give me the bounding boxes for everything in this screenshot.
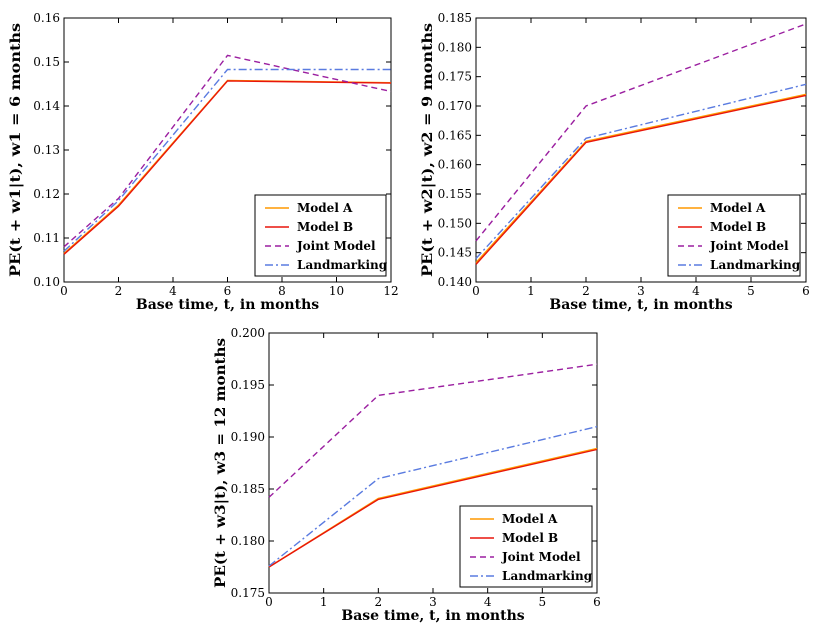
x-tick-label: 2 (115, 284, 123, 298)
legend: Model A Model B Joint Model Landmarking (667, 194, 801, 277)
y-tick-label: 0.16 (33, 11, 60, 25)
y-tick-label: 0.175 (231, 586, 265, 600)
y-tick-label: 0.200 (231, 326, 265, 340)
x-tick-label: 8 (278, 284, 286, 298)
x-tick-label: 0 (60, 284, 68, 298)
legend-label: Joint Model (709, 239, 789, 253)
chart-panel-1: 0 2 4 6 8 10 12 0.10 0.11 0.12 0.13 0.14 0.15 0.16 Bas… (8, 11, 399, 313)
x-axis-label: Base time, t, in months (341, 608, 524, 623)
y-tick-label: 0.12 (33, 187, 60, 201)
y-axis-label: PE(t + w2|t), w2 = 9 months (420, 23, 436, 277)
series-line-landmarking (475, 83, 807, 259)
legend-label: Landmarking (710, 258, 801, 272)
y-tick-label: 0.185 (438, 11, 472, 25)
y-tick-label: 0.195 (231, 378, 265, 392)
legend: Model A Model B Joint Model Landmarking (459, 505, 593, 588)
legend-label: Landmarking (297, 258, 388, 272)
series-line-model-b (475, 94, 807, 265)
x-axis-label: Base time, t, in months (136, 297, 319, 313)
legend-label: Model B (710, 220, 766, 234)
series-line-model-b (268, 448, 598, 568)
y-tick-label: 0.15 (33, 55, 60, 69)
x-tick-label: 0 (472, 284, 480, 298)
y-tick-label: 0.180 (438, 40, 472, 54)
x-tick-label: 5 (539, 595, 547, 609)
y-tick-label: 0.140 (438, 275, 472, 289)
y-tick-label: 0.180 (231, 534, 265, 548)
y-axis-label: PE(t + w3|t), w3 = 12 months (213, 338, 229, 588)
legend-label: Model A (297, 201, 353, 215)
x-tick-label: 3 (429, 595, 437, 609)
series-line-model-b (63, 80, 392, 255)
y-tick-label: 0.155 (438, 187, 472, 201)
legend-label: Joint Model (296, 239, 376, 253)
series-line-landmarking (63, 68, 391, 252)
series-line-joint-model (475, 23, 807, 242)
y-tick-label: 0.160 (438, 158, 472, 172)
x-tick-label: 3 (637, 284, 645, 298)
x-tick-label: 1 (527, 284, 535, 298)
legend-label: Joint Model (501, 550, 581, 564)
series-line-model-a (475, 93, 807, 264)
y-tick-label: 0.11 (33, 231, 60, 245)
y-tick-label: 0.145 (438, 246, 472, 260)
x-tick-label: 6 (802, 284, 810, 298)
legend: Model A Model B Joint Model Landmarking (254, 194, 388, 277)
series-line-landmarking (268, 425, 598, 567)
x-tick-label: 2 (375, 595, 383, 609)
x-tick-label: 12 (383, 284, 398, 298)
legend-label: Model A (502, 512, 558, 526)
legend-label: Model B (297, 220, 353, 234)
x-tick-label: 6 (593, 595, 601, 609)
series-line-joint-model (63, 54, 392, 248)
y-tick-label: 0.150 (438, 216, 472, 230)
x-tick-label: 5 (747, 284, 755, 298)
chart-panel-2: 0 1 2 3 4 5 6 0.140 0.145 0.150 0.155 0.160 0.165 0.1… (420, 11, 810, 313)
y-tick-label: 0.13 (33, 143, 60, 157)
y-tick-label: 0.14 (33, 99, 60, 113)
legend-label: Model B (502, 531, 558, 545)
chart-panel-3: 0 1 2 3 4 5 6 0.175 0.180 0.185 0.190 0.195 0.200 Bas… (213, 326, 601, 623)
y-tick-label: 0.175 (438, 70, 472, 84)
legend-label: Model A (710, 201, 766, 215)
x-tick-label: 4 (484, 595, 492, 609)
y-tick-label: 0.190 (231, 430, 265, 444)
x-tick-label: 6 (224, 284, 232, 298)
y-axis-label: PE(t + w1|t), w1 = 6 months (8, 23, 24, 277)
y-tick-label: 0.10 (33, 275, 60, 289)
y-tick-label: 0.170 (438, 99, 472, 113)
y-tick-label: 0.165 (438, 128, 472, 142)
x-tick-label: 4 (169, 284, 177, 298)
legend-label: Landmarking (502, 569, 593, 583)
x-axis-label: Base time, t, in months (549, 297, 732, 313)
x-tick-label: 10 (329, 284, 344, 298)
y-tick-label: 0.185 (231, 482, 265, 496)
x-tick-label: 4 (692, 284, 700, 298)
x-tick-label: 1 (320, 595, 328, 609)
series-line-joint-model (268, 363, 598, 498)
x-tick-label: 2 (582, 284, 590, 298)
x-tick-label: 0 (265, 595, 273, 609)
